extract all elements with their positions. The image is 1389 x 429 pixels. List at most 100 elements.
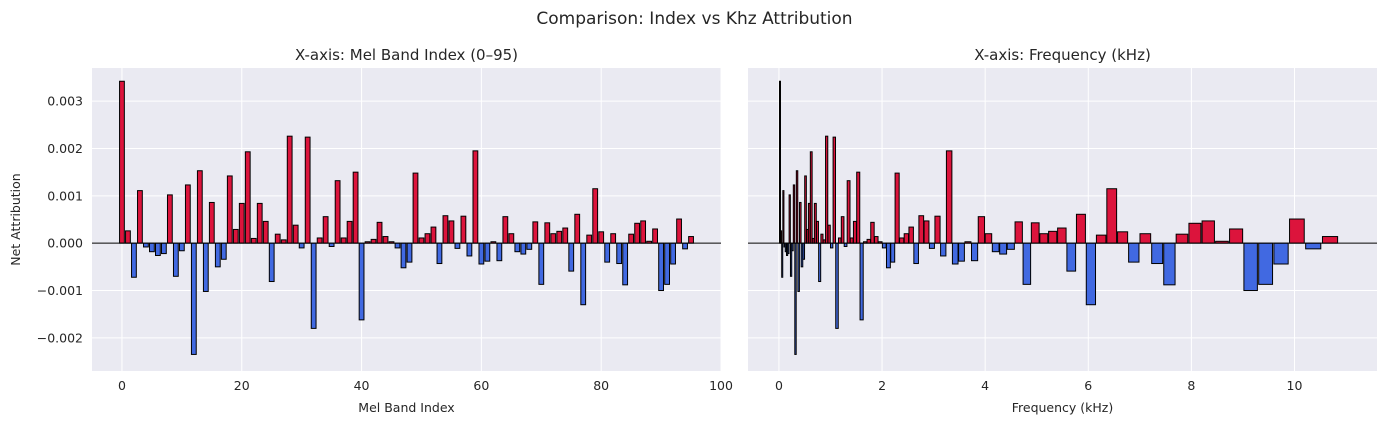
bar (1117, 231, 1129, 244)
bar (137, 190, 143, 244)
bar (852, 220, 857, 244)
bar (430, 226, 437, 244)
bar (304, 136, 311, 244)
bar (406, 242, 413, 263)
bar (322, 216, 329, 244)
bar (190, 242, 197, 355)
bar (340, 237, 347, 244)
bar (1258, 242, 1274, 285)
x-tick-label: 6 (1084, 378, 1092, 393)
bar (154, 242, 161, 256)
bar (670, 242, 676, 265)
bar (1305, 242, 1322, 250)
bar (166, 194, 173, 244)
bar (1139, 233, 1152, 244)
y-tick-label: 0.002 (47, 141, 83, 156)
bar (918, 215, 925, 244)
bar (958, 242, 965, 262)
bar (208, 201, 215, 244)
bar (131, 242, 137, 278)
bar (412, 172, 419, 244)
bar (400, 242, 407, 269)
bar (538, 242, 545, 285)
bar (815, 220, 819, 244)
figure-title: Comparison: Index vs Khz Attribution (536, 9, 852, 29)
bar (971, 242, 979, 262)
bar (160, 242, 167, 255)
bar (1048, 230, 1058, 244)
bar (787, 242, 790, 255)
bar (244, 151, 251, 244)
bar (890, 242, 896, 263)
bar (1022, 242, 1032, 285)
bar (292, 224, 299, 244)
bar (460, 215, 467, 244)
x-tick-label: 100 (709, 378, 733, 393)
bar (562, 227, 569, 244)
panel-frequency: 0 2 4 6 8 10 X-axis: Frequency (kHz) Frequenc… (748, 46, 1377, 415)
bar (688, 236, 694, 244)
y-tick-label: −0.001 (37, 283, 83, 298)
bar (496, 242, 503, 262)
bar (143, 242, 149, 248)
plot-area-frequency (748, 68, 1377, 371)
bar (676, 218, 682, 244)
bar (334, 180, 341, 244)
bar (352, 171, 359, 244)
bar (664, 242, 670, 285)
x-axis-label-frequency: Frequency (kHz) (1012, 400, 1114, 415)
bar (797, 242, 800, 292)
bar (1039, 233, 1049, 244)
bar (628, 233, 635, 244)
bar (382, 236, 389, 244)
bar (478, 242, 485, 265)
bar (849, 237, 854, 244)
bar (448, 220, 455, 244)
bar (859, 242, 864, 321)
bar (951, 242, 959, 265)
bar (795, 170, 799, 244)
bar (802, 242, 806, 260)
bar (1085, 242, 1097, 306)
bar (913, 242, 919, 265)
bar (508, 233, 515, 244)
bar (999, 242, 1008, 255)
bar (945, 150, 953, 244)
plot-area-mel-index (92, 68, 721, 371)
bar (820, 233, 824, 244)
bar (1163, 242, 1176, 286)
x-tick-label: 20 (234, 378, 250, 393)
bar (274, 233, 281, 244)
bar (1243, 242, 1258, 292)
bar (794, 242, 797, 355)
bar (827, 224, 831, 244)
x-tick-label: 4 (981, 378, 989, 393)
bar (454, 242, 461, 249)
bar (856, 171, 861, 244)
bar (520, 242, 527, 255)
bar (598, 231, 605, 244)
x-tick-label: 60 (473, 378, 489, 393)
x-tick-label: 2 (878, 378, 886, 393)
bar (881, 242, 887, 249)
bar (825, 135, 829, 244)
bar (622, 242, 629, 286)
y-tick-label: −0.002 (37, 330, 83, 345)
bar (640, 220, 647, 244)
bar (220, 242, 227, 260)
bar (268, 242, 275, 283)
bar (1095, 234, 1107, 244)
y-tick-label: 0.001 (47, 188, 83, 203)
bar (568, 242, 575, 272)
bar (984, 233, 993, 244)
bar (1128, 242, 1140, 263)
bar (370, 238, 377, 244)
bar (172, 242, 179, 277)
bar (604, 242, 611, 263)
bar (484, 242, 491, 262)
bar (873, 236, 879, 244)
bar (799, 201, 802, 244)
bar (298, 242, 305, 249)
bars-frequency (779, 80, 1339, 355)
